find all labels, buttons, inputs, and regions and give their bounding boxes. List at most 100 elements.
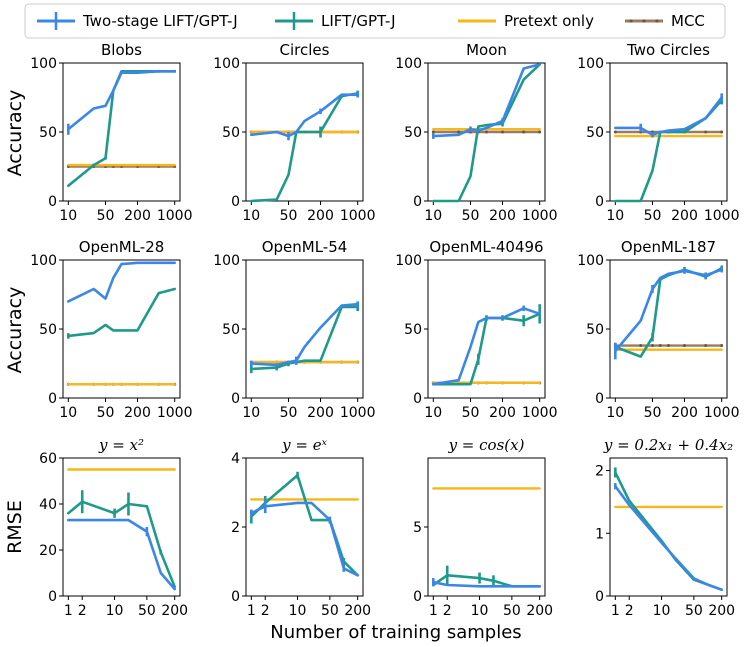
data-point-mcc bbox=[683, 344, 687, 348]
x-tick-label: 50 bbox=[97, 405, 115, 421]
data-point-mcc bbox=[650, 344, 654, 348]
panel-title: Moon bbox=[466, 41, 507, 59]
y-tick-label: 0 bbox=[413, 589, 422, 605]
x-tick-label: 200 bbox=[124, 405, 151, 421]
x-tick-label: 50 bbox=[138, 603, 156, 619]
x-tick-label: 50 bbox=[644, 208, 662, 224]
y-tick-label: 100 bbox=[213, 253, 240, 269]
panel-title: y = eˣ bbox=[281, 436, 327, 454]
x-tick-label: 10 bbox=[653, 603, 671, 619]
x-tick-label: 10 bbox=[59, 405, 77, 421]
legend-dot-mcc bbox=[642, 19, 646, 23]
x-tick-label: 2 bbox=[625, 603, 634, 619]
y-tick-label: 50 bbox=[222, 125, 240, 141]
x-tick-label: 10 bbox=[242, 208, 260, 224]
y-tick-label: 50 bbox=[404, 322, 422, 338]
x-tick-label: 200 bbox=[526, 603, 553, 619]
y-tick-label: 0 bbox=[595, 391, 604, 407]
data-point-mcc bbox=[431, 130, 435, 134]
x-tick-label: 10 bbox=[606, 208, 624, 224]
y-tick-label: 100 bbox=[30, 253, 57, 269]
axes-frame bbox=[62, 62, 181, 202]
panel: Circles 0 50 100 10 50 200 1000 bbox=[213, 41, 375, 224]
x-tick-label: 10 bbox=[424, 405, 442, 421]
x-tick-label: 50 bbox=[462, 405, 480, 421]
row-ylabel: Accuracy bbox=[4, 287, 26, 374]
x-tick-label: 1000 bbox=[522, 208, 558, 224]
legend-label-pretext: Pretext only bbox=[504, 12, 594, 30]
y-tick-label: 100 bbox=[30, 56, 57, 72]
y-tick-label: 0 bbox=[595, 589, 604, 605]
y-tick-label: 1 bbox=[595, 526, 604, 542]
axes-frame bbox=[427, 259, 546, 399]
data-point-mcc bbox=[522, 130, 526, 134]
legend-label-lift: LIFT/GPT-J bbox=[321, 12, 396, 30]
series-line-lift bbox=[67, 500, 176, 589]
x-tick-label: 2 bbox=[78, 603, 87, 619]
series-line-two_stage bbox=[250, 93, 359, 138]
y-tick-label: 0 bbox=[48, 391, 57, 407]
x-axis-label: Number of training samples bbox=[270, 622, 521, 643]
y-tick-label: 50 bbox=[39, 322, 57, 338]
row-ylabel: RMSE bbox=[4, 500, 26, 554]
axes-frame bbox=[62, 259, 181, 399]
x-tick-label: 1 bbox=[429, 603, 438, 619]
data-point-mcc bbox=[704, 344, 708, 348]
x-tick-label: 1000 bbox=[157, 208, 193, 224]
series-line-lift bbox=[67, 70, 176, 188]
x-tick-label: 200 bbox=[671, 208, 698, 224]
y-tick-label: 0 bbox=[48, 194, 57, 210]
panel-title: y = cos(x) bbox=[448, 436, 525, 454]
y-tick-label: 0 bbox=[413, 391, 422, 407]
x-tick-label: 2 bbox=[443, 603, 452, 619]
legend-label-mcc: MCC bbox=[671, 12, 705, 30]
x-tick-label: 1000 bbox=[157, 405, 193, 421]
y-tick-label: 20 bbox=[39, 543, 57, 559]
y-tick-label: 2 bbox=[595, 464, 604, 480]
series-line-two_stage bbox=[250, 501, 359, 577]
x-tick-label: 200 bbox=[708, 603, 735, 619]
axes-frame bbox=[245, 259, 364, 399]
axes-frame bbox=[609, 457, 728, 597]
panel: Blobs 0 50 100 10 50 200 1000 bbox=[30, 41, 192, 224]
y-tick-label: 100 bbox=[213, 56, 240, 72]
x-tick-label: 200 bbox=[344, 603, 371, 619]
series-line-two_stage bbox=[432, 307, 541, 386]
x-tick-label: 50 bbox=[97, 208, 115, 224]
y-tick-label: 40 bbox=[39, 497, 57, 513]
legend-dot-mcc bbox=[629, 19, 633, 23]
data-point-mcc bbox=[613, 130, 617, 134]
series-line-lift bbox=[614, 471, 723, 591]
data-point-mcc bbox=[704, 130, 708, 134]
x-tick-label: 10 bbox=[106, 603, 124, 619]
panel: y = x² 0 20 40 60 1 2 10 50 200 bbox=[39, 436, 188, 619]
x-tick-label: 200 bbox=[307, 405, 334, 421]
series-line-two_stage bbox=[614, 268, 723, 353]
axes-frame bbox=[245, 457, 364, 597]
x-tick-label: 1000 bbox=[340, 208, 376, 224]
axes-frame bbox=[62, 457, 181, 597]
x-tick-label: 1000 bbox=[704, 405, 740, 421]
x-tick-label: 1 bbox=[64, 603, 73, 619]
series-line-lift bbox=[250, 92, 359, 203]
y-tick-label: 0 bbox=[48, 589, 57, 605]
series-line-two_stage bbox=[67, 261, 176, 303]
data-point-mcc bbox=[457, 130, 461, 134]
x-tick-label: 50 bbox=[321, 603, 339, 619]
panel: OpenML-54 0 50 100 10 50 200 1000 bbox=[213, 238, 375, 421]
y-tick-label: 0 bbox=[231, 391, 240, 407]
series-line-lift bbox=[432, 63, 541, 203]
y-tick-label: 50 bbox=[404, 125, 422, 141]
panel: OpenML-40496 0 50 100 10 50 200 1000 bbox=[395, 238, 557, 421]
y-tick-label: 60 bbox=[39, 451, 57, 467]
y-tick-label: 100 bbox=[577, 56, 604, 72]
legend-label-two_stage: Two-stage LIFT/GPT-J bbox=[82, 12, 238, 30]
x-tick-label: 1000 bbox=[704, 208, 740, 224]
series-line-two_stage bbox=[614, 484, 723, 591]
y-tick-label: 50 bbox=[222, 322, 240, 338]
legend-dot-mcc bbox=[655, 19, 659, 23]
panel: Two Circles 0 50 100 10 50 200 1000 bbox=[577, 41, 739, 224]
panel-title: OpenML-28 bbox=[79, 238, 165, 256]
